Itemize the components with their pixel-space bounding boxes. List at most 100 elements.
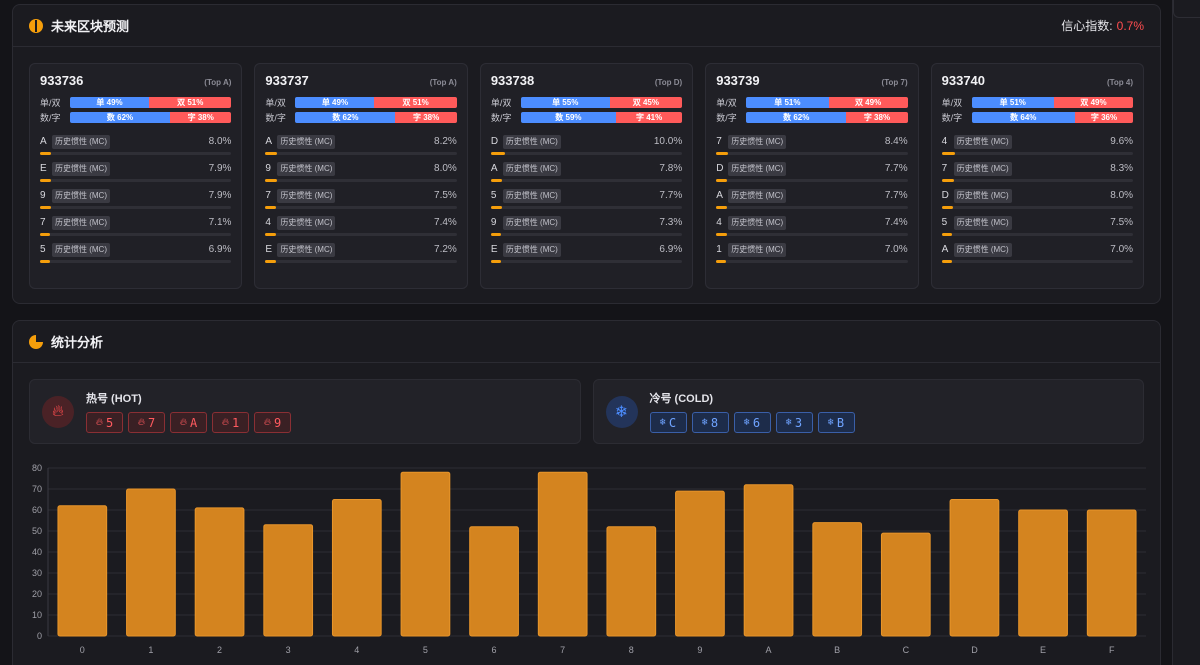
prediction-card[interactable]: 933737 (Top A) 单/双单 49% 双 51% 数/字数 62% 字 38% A… [254,63,468,289]
stats-header: 统计分析 [13,321,1160,363]
odd-even-row: 单/双单 49% 双 51% [265,96,457,108]
hot-number: 7 [148,415,156,430]
probability-value: 7.1% [208,217,232,228]
card-header: 933739 (Top 7) [716,73,907,93]
odd-even-row: 单/双单 55% 双 45% [490,96,683,108]
method-tag: 历史惯性 (MC) [52,135,110,149]
prediction-row: D 历史惯性 (MC) 7.7% [716,162,908,189]
letter-segment: 字 36% [1074,111,1134,123]
snowflake-icon: ❄ [605,395,638,428]
cold-number-chip[interactable]: ❄ 3 [775,412,813,433]
hot-number-chip[interactable]: 🔥︎ A [170,412,207,433]
side-tab[interactable] [1173,0,1200,18]
snowflake-icon: ❄ [785,417,792,428]
y-tick-label: 50 [32,526,42,536]
num-letter-row: 数/字数 62% 字 38% [716,111,908,123]
cold-number-chip[interactable]: ❄ 8 [691,412,729,433]
prediction-card[interactable]: 933740 (Top 4) 单/双单 51% 双 49% 数/字数 64% 字 36% 4… [930,63,1145,289]
x-tick-label: D [971,645,978,655]
predicted-symbol: A [716,190,723,201]
num-letter-bar: 数 64% 字 36% [971,111,1134,123]
block-number: 933738 [490,73,535,88]
probability-track [716,206,908,209]
prediction-panel: 未来区块预测 信心指数: 0.7% 933736 (Top A) 单/双单 49% 双 … [12,4,1161,304]
predicted-symbol: D [941,190,949,201]
block-number: 933737 [265,73,309,88]
predicted-symbol: 4 [941,136,948,147]
prediction-row: A 历史惯性 (MC) 7.0% [941,243,1134,270]
y-tick-label: 40 [32,547,42,557]
method-tag: 历史惯性 (MC) [277,135,336,149]
letter-segment: 字 41% [616,111,683,123]
probability-fill [716,152,729,155]
prediction-row: 7 历史惯性 (MC) 7.1% [40,216,232,243]
probability-track [716,179,908,182]
cold-numbers-box: ❄ 冷号 (COLD) ❄ C ❄ 8 ❄ 6 ❄ 3 ❄ B [592,379,1144,444]
probability-track [941,179,1134,182]
stats-panel: 统计分析 🔥︎ 热号 (HOT) 🔥︎ 5 🔥︎ 7 🔥︎ A 🔥︎ 1 🔥︎ 9 ❄ 冷号 (C… [12,320,1161,665]
number-segment: 数 64% [971,111,1075,123]
probability-track [40,179,232,182]
even-segment: 双 51% [374,96,457,108]
probability-value: 8.0% [434,163,457,174]
probability-fill [40,233,51,236]
x-tick-label: 8 [629,645,634,655]
probability-value: 8.0% [1110,190,1134,201]
probability-fill [490,152,506,155]
even-segment: 双 51% [149,96,232,108]
probability-fill [265,206,277,209]
probability-track [490,206,683,209]
hot-number-chip[interactable]: 🔥︎ 1 [212,412,249,433]
odd-even-label: 单/双 [716,97,737,108]
letter-segment: 字 38% [846,111,908,123]
probability-fill [941,152,956,155]
hot-number-chip[interactable]: 🔥︎ 7 [128,412,165,433]
cold-number: C [668,415,677,430]
probability-track [941,260,1134,263]
x-tick-label: 4 [354,645,359,655]
hot-number-chip[interactable]: 🔥︎ 9 [254,412,291,433]
cold-number: 6 [752,415,761,430]
prediction-cards: 933736 (Top A) 单/双单 49% 双 51% 数/字数 62% 字 38% A… [13,47,1160,289]
odd-even-label: 单/双 [265,97,286,108]
probability-track [490,179,683,182]
prediction-list: A 历史惯性 (MC) 8.0% E 历史惯性 (MC) 7.9% 9 历史惯性 (MC) 7.… [40,135,232,270]
cold-number: 3 [794,415,803,430]
prediction-list: 7 历史惯性 (MC) 8.4% D 历史惯性 (MC) 7.7% A 历史惯性 (MC) 7.… [716,135,908,270]
probability-fill [716,179,728,182]
predicted-symbol: 7 [716,136,722,147]
prediction-card[interactable]: 933738 (Top D) 单/双单 55% 双 45% 数/字数 59% 字 41% D… [479,63,694,289]
odd-even-bar: 单 49% 双 51% [295,96,457,108]
predicted-symbol: 4 [716,217,722,228]
confidence-indicator: 信心指数: 0.7% [1061,17,1144,34]
probability-fill [490,260,501,263]
probability-fill [941,179,954,182]
num-letter-label: 数/字 [716,112,737,123]
prediction-title: 未来区块预测 [51,19,130,34]
bar-F [1086,509,1137,637]
probability-track [941,206,1134,209]
odd-even-label: 单/双 [490,97,512,108]
odd-segment: 单 49% [70,96,150,108]
method-tag: 历史惯性 (MC) [728,189,787,203]
num-letter-bar: 数 62% 字 38% [70,111,232,123]
probability-track [490,152,683,155]
odd-even-bar: 单 49% 双 51% [70,96,232,108]
hot-number: 9 [274,415,282,430]
x-tick-label: 3 [286,645,291,655]
probability-track [40,206,232,209]
prediction-card[interactable]: 933736 (Top A) 单/双单 49% 双 51% 数/字数 62% 字 38% A… [29,63,243,289]
cold-number-chip[interactable]: ❄ B [817,412,855,433]
probability-track [941,152,1134,155]
bar-5 [400,471,451,637]
hot-number: 1 [232,415,240,430]
hot-numbers-box: 🔥︎ 热号 (HOT) 🔥︎ 5 🔥︎ 7 🔥︎ A 🔥︎ 1 🔥︎ 9 [29,379,581,444]
num-letter-bar: 数 62% 字 38% [295,111,457,123]
prediction-card[interactable]: 933739 (Top 7) 单/双单 51% 双 49% 数/字数 62% 字 38% 7… [705,63,919,289]
hot-number-chip[interactable]: 🔥︎ 5 [86,412,123,433]
cold-number-chip[interactable]: ❄ 6 [733,412,771,433]
confidence-value: 0.7% [1116,19,1144,33]
probability-value: 6.9% [659,244,683,255]
num-letter-row: 数/字数 62% 字 38% [265,111,457,123]
cold-number-chip[interactable]: ❄ C [649,412,687,433]
